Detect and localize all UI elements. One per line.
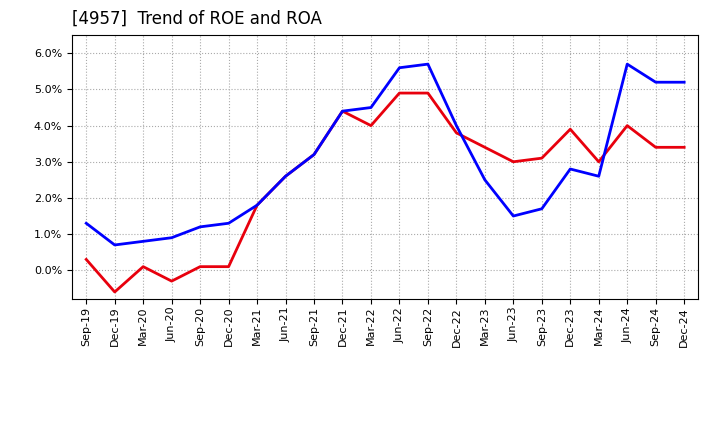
- ROA: [282, 174, 290, 179]
- Text: [4957]  Trend of ROE and ROA: [4957] Trend of ROE and ROA: [72, 10, 322, 28]
- ROA: [680, 80, 688, 85]
- ROA: [366, 105, 375, 110]
- ROA: [395, 65, 404, 70]
- ROE: [623, 123, 631, 128]
- Line: ROE: ROE: [86, 93, 684, 292]
- ROE: [566, 127, 575, 132]
- ROE: [167, 279, 176, 284]
- ROA: [652, 80, 660, 85]
- ROE: [338, 109, 347, 114]
- ROE: [310, 152, 318, 157]
- ROA: [452, 123, 461, 128]
- ROE: [480, 145, 489, 150]
- ROA: [595, 174, 603, 179]
- ROE: [282, 174, 290, 179]
- ROE: [509, 159, 518, 165]
- ROA: [338, 109, 347, 114]
- ROA: [196, 224, 204, 230]
- ROA: [139, 238, 148, 244]
- ROE: [452, 130, 461, 136]
- ROE: [82, 257, 91, 262]
- ROA: [110, 242, 119, 248]
- ROA: [82, 220, 91, 226]
- Line: ROA: ROA: [86, 64, 684, 245]
- ROE: [595, 159, 603, 165]
- ROE: [139, 264, 148, 269]
- ROE: [366, 123, 375, 128]
- ROE: [110, 290, 119, 295]
- ROA: [423, 62, 432, 67]
- ROA: [253, 202, 261, 208]
- ROE: [196, 264, 204, 269]
- ROA: [537, 206, 546, 212]
- ROA: [167, 235, 176, 240]
- ROE: [423, 91, 432, 96]
- ROE: [537, 155, 546, 161]
- ROA: [566, 166, 575, 172]
- ROA: [225, 220, 233, 226]
- ROE: [395, 91, 404, 96]
- ROE: [680, 145, 688, 150]
- ROA: [310, 152, 318, 157]
- ROA: [480, 177, 489, 183]
- ROE: [253, 202, 261, 208]
- ROE: [652, 145, 660, 150]
- ROA: [509, 213, 518, 219]
- ROE: [225, 264, 233, 269]
- ROA: [623, 62, 631, 67]
